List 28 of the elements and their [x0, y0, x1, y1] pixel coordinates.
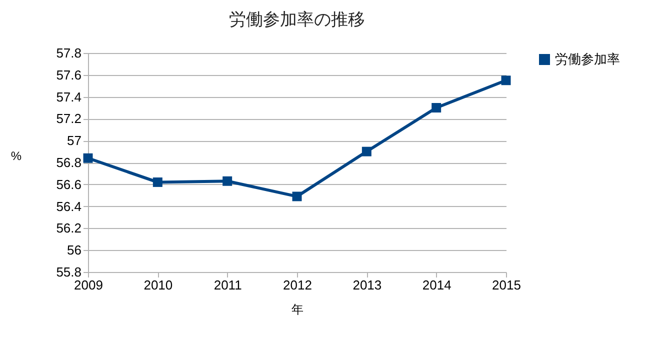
y-axis-title: % [10, 149, 22, 163]
y-tick-label: 55.8 [56, 264, 82, 280]
x-tick-label: 2012 [283, 278, 312, 292]
point [362, 146, 372, 156]
y-tick-label: 57.6 [56, 67, 82, 82]
y-tick-label: 57.4 [56, 89, 82, 104]
y-tick-label: 56 [67, 242, 82, 258]
y-tick-label: 56.4 [56, 198, 82, 214]
y-tick-label: 56.2 [56, 220, 82, 236]
point [501, 76, 511, 86]
y-tick-label: 57 [67, 133, 82, 148]
x-tick-label: 2013 [352, 278, 382, 292]
point [222, 176, 232, 186]
y-tick-label: 57.2 [56, 111, 82, 126]
point [292, 192, 302, 202]
y-tick-label: 56.8 [56, 155, 82, 170]
x-tick-label: 2009 [74, 278, 103, 292]
x-tick-label: 2010 [144, 278, 173, 292]
point [432, 103, 442, 112]
y-tick-label: 57.8 [56, 46, 82, 60]
legend-label: 労働参加率 [555, 52, 620, 66]
chart-title: 労働参加率の推移 [229, 10, 365, 29]
point [152, 177, 162, 187]
x-tick-label: 2011 [214, 278, 242, 292]
y-tick-label: 56.6 [56, 176, 82, 192]
x-tick-label: 2014 [422, 278, 452, 292]
x-tick-label: 2015 [492, 278, 521, 292]
x-axis-title: 年 [292, 302, 304, 316]
